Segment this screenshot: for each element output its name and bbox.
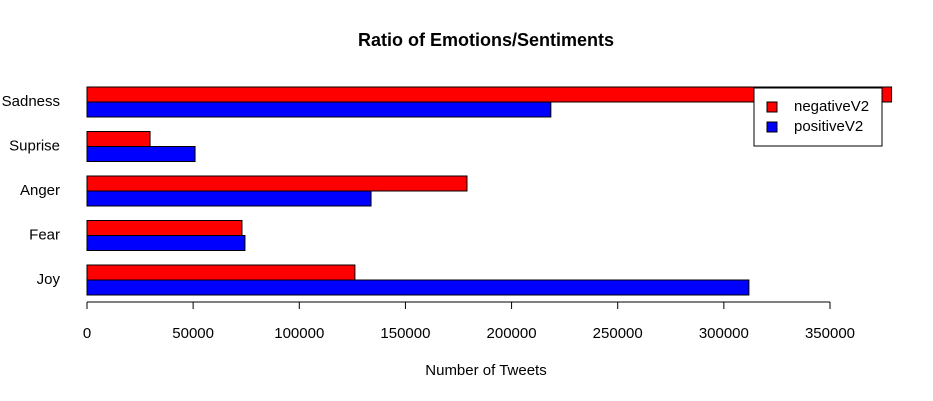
x-tick-label: 200000	[487, 325, 537, 342]
x-tick-label: 150000	[380, 325, 430, 342]
y-tick-label: Suprise	[9, 137, 60, 154]
y-tick-label: Anger	[20, 182, 60, 199]
legend-label: negativeV2	[794, 98, 869, 115]
bar	[86, 146, 196, 162]
bar	[86, 279, 750, 296]
y-tick-label: Sadness	[2, 93, 60, 110]
y-tick-label: Joy	[37, 271, 61, 288]
x-tick-label: 100000	[274, 325, 324, 342]
x-tick-label: 250000	[593, 325, 643, 342]
chart-title: Ratio of Emotions/Sentiments	[358, 30, 614, 50]
bar	[86, 175, 468, 192]
bar	[86, 220, 243, 236]
x-tick-label: 0	[83, 325, 91, 342]
bar	[86, 131, 151, 147]
legend-box	[753, 87, 883, 147]
bar	[86, 190, 372, 207]
x-axis-label: Number of Tweets	[425, 362, 546, 379]
bar	[86, 235, 246, 251]
legend-swatch	[766, 101, 778, 113]
legend-label: positiveV2	[794, 118, 863, 135]
x-tick-label: 50000	[172, 325, 214, 342]
y-tick-label: Fear	[29, 226, 60, 243]
bar	[86, 264, 356, 281]
legend-swatch	[766, 121, 778, 133]
bar	[86, 101, 552, 118]
x-tick-label: 350000	[805, 325, 855, 342]
x-tick-label: 300000	[699, 325, 749, 342]
